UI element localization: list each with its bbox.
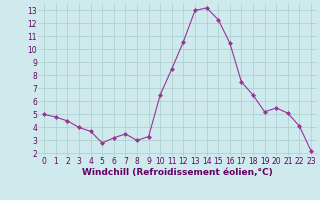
X-axis label: Windchill (Refroidissement éolien,°C): Windchill (Refroidissement éolien,°C) bbox=[82, 168, 273, 177]
